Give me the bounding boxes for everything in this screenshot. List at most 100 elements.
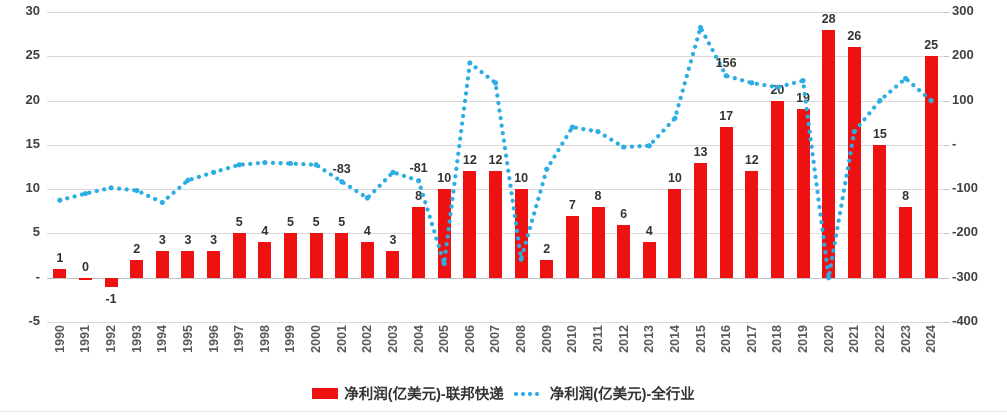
- bar-value-label: 17: [719, 109, 734, 124]
- x-axis-tick-label: 2001: [334, 325, 349, 353]
- bar: [258, 242, 272, 278]
- bar-item[interactable]: 13: [688, 12, 714, 322]
- x-axis-tick-label: 1991: [78, 325, 93, 353]
- x-axis-tick-label: 1999: [283, 325, 298, 353]
- x-axis-tick-label: 2021: [847, 325, 862, 353]
- bar-value-label: 4: [261, 224, 269, 239]
- right-axis-tickmark: [944, 233, 949, 235]
- bar: [335, 233, 349, 278]
- bottom-divider: [0, 411, 1007, 412]
- right-axis-tickmark: [944, 144, 949, 146]
- bar-item[interactable]: 6: [611, 12, 637, 322]
- bar-item[interactable]: -1: [98, 12, 124, 322]
- x-axis-tick-label: 2006: [462, 325, 477, 353]
- x-axis-tick-label: 2020: [821, 325, 836, 353]
- x-axis-tick-label: 1996: [206, 325, 221, 353]
- bar-value-label: 25: [924, 38, 939, 53]
- gridline: [47, 12, 944, 13]
- bar: [412, 206, 426, 278]
- bar-item[interactable]: 3: [150, 12, 176, 322]
- bar-value-label: 13: [693, 144, 708, 159]
- bar-item[interactable]: 3: [175, 12, 201, 322]
- bar: [822, 29, 836, 278]
- right-axis-tickmark: [944, 277, 949, 279]
- legend-label-fedex: 净利润(亿美元)-联邦快递: [344, 387, 504, 403]
- legend-item-fedex[interactable]: 净利润(亿美元)-联邦快递: [312, 383, 504, 404]
- bar-value-label: 20: [770, 82, 785, 97]
- bar-value-label: 12: [462, 153, 477, 168]
- bar: [719, 127, 733, 278]
- legend-item-industry[interactable]: 净利润(亿美元)-全行业: [513, 383, 695, 404]
- bar-value-label: 8: [902, 188, 910, 203]
- bar-item[interactable]: 8: [585, 12, 611, 322]
- bar: [770, 100, 784, 278]
- bar-item[interactable]: 5: [278, 12, 304, 322]
- bar-item[interactable]: 28: [816, 12, 842, 322]
- left-axis-tick: -: [35, 268, 40, 284]
- bar: [899, 206, 913, 278]
- bar-item[interactable]: 10: [662, 12, 688, 322]
- bar-value-label: 5: [235, 215, 243, 230]
- bar: [437, 189, 451, 278]
- bar-item[interactable]: 12: [457, 12, 483, 322]
- bar-value-label: 5: [338, 215, 346, 230]
- bar-value-label: 10: [667, 171, 682, 186]
- x-axis-tick-label: 2024: [924, 325, 939, 353]
- bar-value-label: 0: [81, 259, 89, 274]
- bar-item[interactable]: 10: [508, 12, 534, 322]
- right-axis-tick: -100: [952, 180, 979, 196]
- bar-item[interactable]: 19: [790, 12, 816, 322]
- bar-item[interactable]: 2: [124, 12, 150, 322]
- left-axis-tick: 20: [25, 91, 40, 107]
- x-axis-tick-label: 2017: [744, 325, 759, 353]
- bar-value-label: -1: [105, 291, 117, 306]
- x-axis-tick-label: 2009: [539, 325, 554, 353]
- bar: [207, 251, 221, 278]
- bar-item[interactable]: 5: [303, 12, 329, 322]
- bar-value-label: 2: [543, 242, 551, 256]
- x-axis-tick-label: 2023: [898, 325, 913, 353]
- x-axis-tick-label: 2015: [693, 325, 708, 353]
- x-axis-tick-label: 1998: [257, 325, 272, 353]
- bar: [53, 268, 67, 278]
- bar-value-label: 12: [744, 153, 759, 168]
- bar-value-label: 28: [821, 11, 836, 26]
- bar: [796, 109, 810, 278]
- x-axis-tick-label: 2011: [591, 325, 605, 353]
- bar-item[interactable]: 4: [636, 12, 662, 322]
- bar-item[interactable]: 4: [252, 12, 278, 322]
- bar-item[interactable]: 3: [201, 12, 227, 322]
- x-axis-tick-label: 2010: [565, 325, 580, 353]
- bar-value-label: 5: [312, 215, 320, 230]
- bar: [488, 171, 502, 278]
- bar-item[interactable]: 25: [918, 12, 944, 322]
- bar-item[interactable]: 26: [841, 12, 867, 322]
- bar-item[interactable]: 1: [47, 12, 73, 322]
- bar-item[interactable]: 15: [867, 12, 893, 322]
- gridline: [47, 322, 944, 323]
- right-axis-tick: -300: [952, 268, 979, 284]
- bar-value-label: 3: [389, 233, 397, 248]
- bar: [78, 277, 92, 280]
- legend-label-industry: 净利润(亿美元)-全行业: [549, 387, 695, 403]
- bar-item[interactable]: 12: [483, 12, 509, 322]
- bar-item[interactable]: 8: [893, 12, 919, 322]
- x-axis-tick-label: 1993: [129, 325, 144, 353]
- bar-item[interactable]: 10: [431, 12, 457, 322]
- bar: [104, 277, 118, 287]
- bar: [642, 242, 656, 278]
- bar-item[interactable]: 4: [355, 12, 381, 322]
- bar-item[interactable]: 7: [560, 12, 586, 322]
- right-axis-tickmark: [944, 322, 949, 323]
- bar-value-label: 19: [796, 91, 810, 106]
- bar-item[interactable]: 5: [226, 12, 252, 322]
- bar-item[interactable]: 0: [73, 12, 99, 322]
- bar-item[interactable]: 12: [739, 12, 765, 322]
- bar-item[interactable]: 2: [534, 12, 560, 322]
- bar-item[interactable]: 3: [380, 12, 406, 322]
- bar: [617, 224, 631, 278]
- bar-item[interactable]: 20: [765, 12, 791, 322]
- bar: [591, 206, 605, 278]
- x-axis-tick-label: 2005: [437, 325, 452, 353]
- x-axis-tick-label: 1997: [232, 325, 247, 353]
